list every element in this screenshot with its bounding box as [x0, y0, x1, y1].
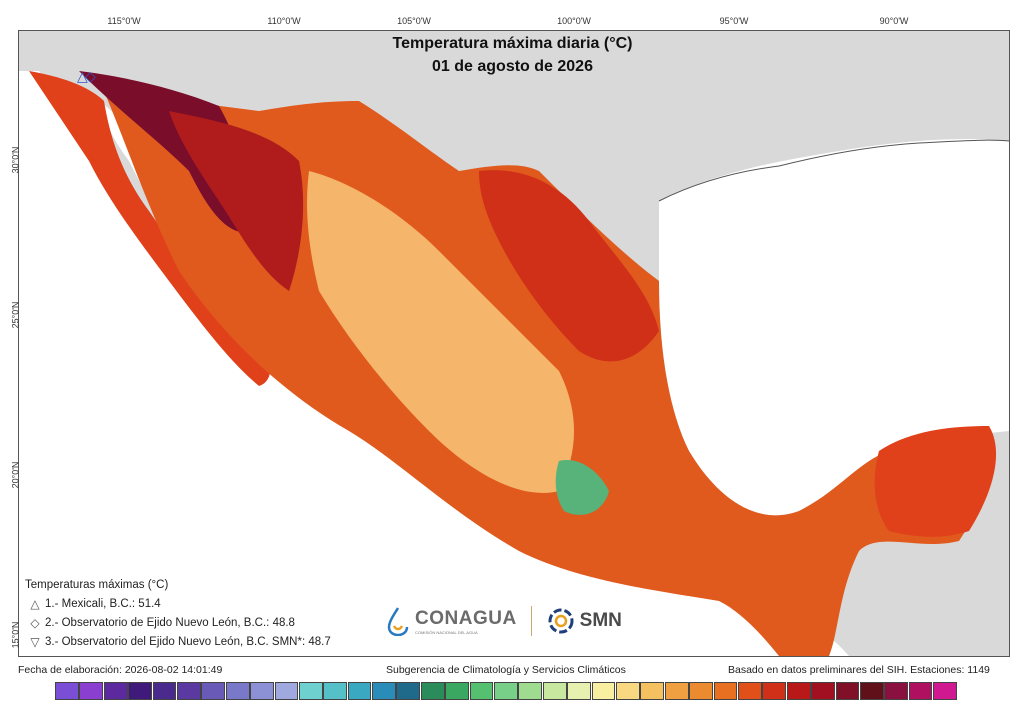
colorbar-swatch	[103, 682, 128, 700]
footer-date: Fecha de elaboración: 2026-08-02 14:01:4…	[18, 664, 223, 676]
map-area: △ ◇	[18, 30, 1010, 657]
yucatan-peninsula	[874, 426, 997, 537]
colorbar-swatch	[323, 682, 348, 700]
colorbar-swatch	[591, 682, 616, 700]
footer-department: Subgerencia de Climatología y Servicios …	[386, 664, 626, 676]
colorbar-swatch	[518, 682, 543, 700]
colorbar-swatch	[347, 682, 372, 700]
hot-zone-sonora	[169, 111, 304, 291]
lon-tick-4: 100°0'W	[557, 16, 591, 26]
colorbar-swatch	[420, 682, 445, 700]
colorbar-swatch	[933, 682, 957, 700]
map-canvas: △ ◇	[19, 31, 1009, 656]
footer-stations: Basado en datos preliminares del SIH. Es…	[728, 664, 990, 676]
logo-divider	[530, 606, 532, 636]
lon-tick-1: 115°0'W	[107, 16, 141, 26]
colorbar-swatch	[372, 682, 396, 700]
lat-tick-left-1: 30°0'N	[10, 146, 21, 174]
logos: CONAGUA COMISIÓN NACIONAL DEL AGUA SMN	[385, 606, 622, 636]
conagua-drop-icon	[387, 607, 409, 636]
colorbar-swatch	[250, 682, 274, 700]
colorbar-swatch	[445, 682, 470, 700]
colorbar-swatch	[664, 682, 689, 700]
station-legend: Temperaturas máximas (°C) △ 1.- Mexicali…	[25, 575, 331, 651]
colorbar-swatch	[713, 682, 738, 700]
station-marker-1: △	[77, 68, 88, 84]
triangle-down-icon: ▽	[30, 634, 40, 649]
colorbar-swatch	[542, 682, 567, 700]
colorbar-swatch	[152, 682, 177, 700]
lon-tick-5: 95°0'W	[719, 16, 749, 26]
colorbar-swatch	[225, 682, 250, 700]
colorbar-swatch	[201, 682, 226, 700]
pacific-ocean	[19, 71, 849, 656]
smn-logo: SMN	[546, 606, 622, 636]
us-gulf-coast	[658, 139, 1009, 202]
colorbar-swatch	[55, 682, 79, 700]
colorbar-swatch	[689, 682, 713, 700]
lon-tick-6: 90°0'W	[879, 16, 909, 26]
conagua-subtitle: COMISIÓN NACIONAL DEL AGUA	[415, 629, 478, 635]
colorbar-swatch	[615, 682, 640, 700]
lat-tick-left-2: 25°0'N	[10, 301, 21, 329]
lon-tick-2: 110°0'W	[267, 16, 301, 26]
legend-item: △ 1.- Mexicali, B.C.: 51.4	[25, 594, 331, 613]
lon-tick-3: 105°0'W	[397, 16, 431, 26]
legend-item-text: 2.- Observatorio de Ejido Nuevo León, B.…	[45, 616, 295, 629]
station-marker-2: ◇	[85, 68, 96, 84]
colorbar-swatch	[786, 682, 811, 700]
colorbar-swatch	[274, 682, 299, 700]
legend-item-text: 3.- Observatorio del Ejido Nuevo León, B…	[45, 635, 331, 648]
colorbar-swatch	[811, 682, 835, 700]
legend-item: ◇ 2.- Observatorio de Ejido Nuevo León, …	[25, 613, 331, 632]
colorbar-swatch	[737, 682, 762, 700]
colorbar-swatch	[79, 682, 104, 700]
colorbar-swatch	[176, 682, 201, 700]
smn-swirl-icon	[548, 608, 574, 634]
colorbar-swatch	[128, 682, 152, 700]
map-title: Temperatura máxima diaria (°C)	[392, 35, 633, 52]
diamond-icon: ◇	[30, 615, 40, 630]
colorbar-swatch	[494, 682, 518, 700]
legend-item: ▽ 3.- Observatorio del Ejido Nuevo León,…	[25, 632, 331, 651]
cool-zone-center	[555, 460, 609, 515]
colorbar-swatch	[640, 682, 665, 700]
colorbar-swatch	[469, 682, 494, 700]
temperature-colorbar	[55, 682, 957, 700]
smn-name: SMN	[579, 610, 622, 631]
colorbar-swatch	[908, 682, 933, 700]
conagua-logo: CONAGUA COMISIÓN NACIONAL DEL AGUA	[385, 606, 517, 636]
lat-tick-left-4: 15°0'N	[10, 621, 21, 649]
colorbar-swatch	[884, 682, 909, 700]
triangle-up-icon: △	[30, 596, 40, 611]
legend-heading: Temperaturas máximas (°C)	[25, 578, 169, 591]
hot-zone-northeast	[479, 170, 659, 362]
colorbar-swatch	[567, 682, 591, 700]
lat-tick-left-3: 20°0'N	[10, 461, 21, 489]
gulf-of-mexico	[659, 139, 1009, 516]
central-plateau	[307, 171, 574, 493]
colorbar-swatch	[396, 682, 421, 700]
legend-item-text: 1.- Mexicali, B.C.: 51.4	[45, 597, 161, 610]
colorbar-swatch	[762, 682, 787, 700]
conagua-name: CONAGUA	[415, 607, 517, 629]
colorbar-swatch	[859, 682, 884, 700]
colorbar-swatch	[298, 682, 323, 700]
map-date: 01 de agosto de 2026	[432, 58, 593, 75]
colorbar-swatch	[835, 682, 860, 700]
